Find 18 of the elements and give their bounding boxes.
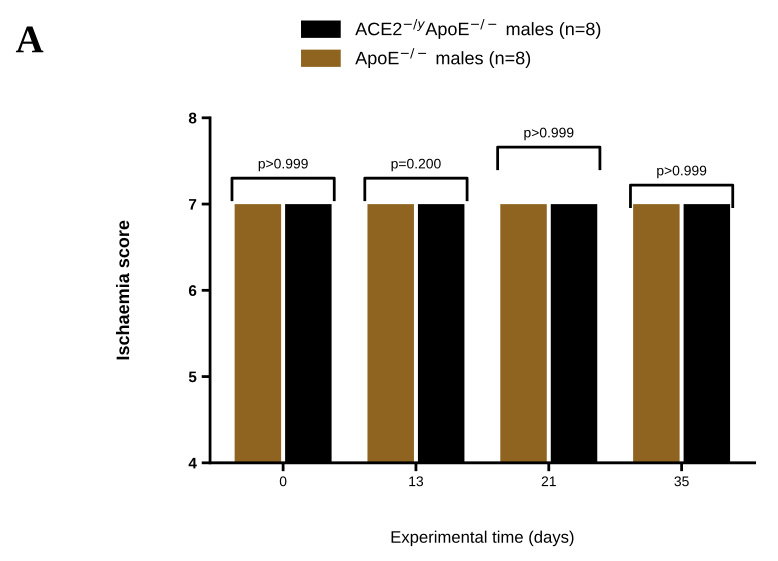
y-tick-label: 6	[188, 285, 196, 296]
legend-label: ApoE$^{−/−}$ males (n=8)	[355, 48, 530, 68]
annotation: p>0.999	[657, 166, 706, 178]
legend-label: ACE2$^{−/y}$ApoE$^{−/−}$ males (n=8)	[355, 19, 600, 39]
y-axis-title: Ischaemia score	[116, 220, 130, 360]
x-tick-label: 0	[280, 476, 286, 486]
annotation: p>0.999	[524, 128, 574, 140]
chart-title: A	[16, 26, 44, 52]
x-axis-title: Experimental time (days)	[392, 530, 574, 546]
x-tick-label: 21	[542, 476, 556, 486]
x-tick-label: 13	[409, 476, 424, 486]
y-tick-label: 4	[188, 458, 197, 468]
annotation: p>0.999	[258, 158, 308, 172]
y-tick-label: 5	[188, 372, 196, 382]
annotation: p=0.200	[392, 158, 441, 172]
y-tick-label: 8	[188, 112, 196, 124]
x-tick-label: 35	[674, 476, 689, 486]
y-tick-label: 7	[189, 199, 196, 210]
